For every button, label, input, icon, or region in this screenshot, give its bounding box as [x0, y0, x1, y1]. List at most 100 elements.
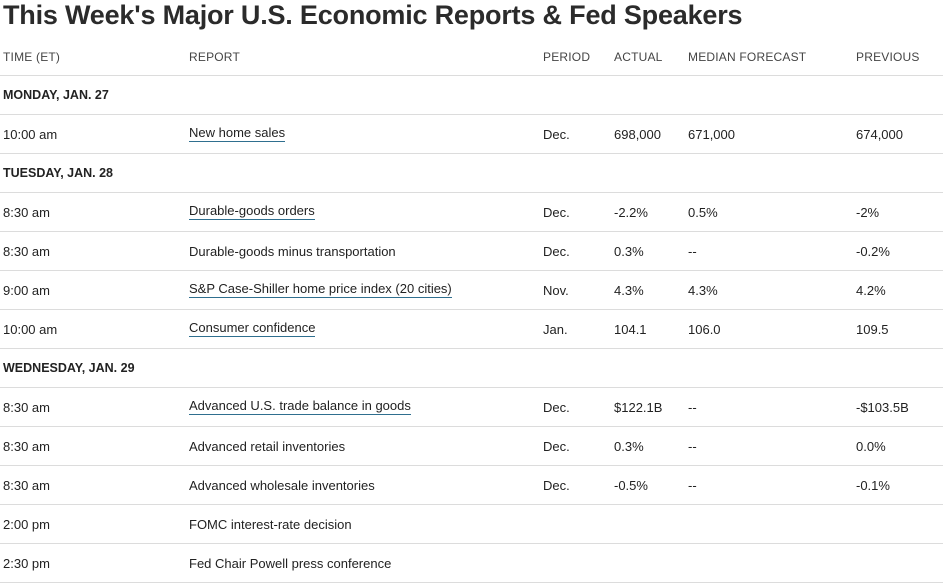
time-cell: 2:30 pm — [3, 544, 50, 582]
table-row: 8:30 am Durable-goods minus transportatio… — [0, 232, 943, 271]
day-label: WEDNESDAY, JAN. 29 — [3, 361, 135, 375]
previous-cell: -0.2% — [856, 232, 890, 270]
table-row: 8:30 am Advanced retail inventories Dec. 0.… — [0, 427, 943, 466]
previous-cell: 4.2% — [856, 271, 886, 309]
report-cell[interactable]: S&P Case-Shiller home price index (20 ci… — [189, 271, 452, 309]
report-cell-text: FOMC interest-rate decision — [189, 516, 352, 532]
table-row: 8:30 am Durable-goods orders Dec. -2.2% 0.5%… — [0, 193, 943, 232]
time-cell-text: 8:30 am — [3, 204, 50, 220]
period-cell: Nov. — [543, 271, 569, 309]
report-link[interactable]: Consumer confidence — [189, 320, 316, 337]
actual-cell-text: 0.3% — [614, 438, 644, 454]
report-cell: Advanced retail inventories — [189, 427, 345, 465]
time-cell: 2:00 pm — [3, 505, 50, 543]
actual-cell-text: 104.1 — [614, 321, 647, 337]
time-cell-text: 9:00 am — [3, 282, 50, 298]
report-cell[interactable]: New home sales — [189, 115, 286, 153]
table-row: 8:30 am Advanced wholesale inventories Dec… — [0, 466, 943, 505]
period-cell-text: Nov. — [543, 282, 569, 298]
table-row: 8:30 am Advanced U.S. trade balance in go… — [0, 388, 943, 427]
actual-cell: 0.3% — [614, 427, 644, 465]
time-cell: 10:00 am — [3, 115, 57, 153]
day-header-row: WEDNESDAY, JAN. 29 — [0, 349, 943, 388]
column-header-period: PERIOD — [543, 50, 591, 64]
previous-cell-text: 0.0% — [856, 438, 886, 454]
time-cell: 9:00 am — [3, 271, 50, 309]
table-header-row: TIME (ET) REPORT PERIOD ACTUAL MEDIAN FO… — [0, 39, 943, 76]
previous-cell: 0.0% — [856, 427, 886, 465]
median-forecast-cell-text: 106.0 — [688, 321, 721, 337]
period-cell-text: Dec. — [543, 399, 570, 415]
previous-cell: 674,000 — [856, 115, 903, 153]
actual-cell-text: 4.3% — [614, 282, 644, 298]
table-row: 2:30 pm Fed Chair Powell press conference — [0, 544, 943, 583]
time-cell: 8:30 am — [3, 427, 50, 465]
period-cell: Dec. — [543, 115, 570, 153]
period-cell: Jan. — [543, 310, 568, 348]
period-cell-text: Dec. — [543, 126, 570, 142]
previous-cell: 109.5 — [856, 310, 889, 348]
median-forecast-cell-text: 4.3% — [688, 282, 718, 298]
previous-cell-text: 109.5 — [856, 321, 889, 337]
period-cell: Dec. — [543, 427, 570, 465]
previous-cell-text: -$103.5B — [856, 399, 909, 415]
median-forecast-cell-text: -- — [688, 477, 697, 493]
previous-cell: -0.1% — [856, 466, 890, 504]
median-forecast-cell-text: 671,000 — [688, 126, 735, 142]
report-link[interactable]: Durable-goods orders — [189, 203, 315, 220]
actual-cell-text: $122.1B — [614, 399, 663, 415]
report-cell-text: Advanced retail inventories — [189, 438, 346, 454]
time-cell-text: 2:30 pm — [3, 555, 50, 571]
period-cell-text: Dec. — [543, 243, 570, 259]
report-cell: FOMC interest-rate decision — [189, 505, 352, 543]
day-header-row: TUESDAY, JAN. 28 — [0, 154, 943, 193]
column-header-report: REPORT — [189, 50, 240, 64]
median-forecast-cell: -- — [688, 427, 697, 465]
previous-cell: -2% — [856, 193, 879, 231]
report-cell[interactable]: Advanced U.S. trade balance in goods — [189, 388, 411, 426]
actual-cell-text: 0.3% — [614, 243, 644, 259]
table-row: 10:00 am New home sales Dec. 698,000 671,000… — [0, 115, 943, 154]
period-cell: Dec. — [543, 388, 570, 426]
median-forecast-cell: 106.0 — [688, 310, 721, 348]
actual-cell-text: -2.2% — [614, 204, 648, 220]
actual-cell: 104.1 — [614, 310, 647, 348]
period-cell: Dec. — [543, 466, 570, 504]
previous-cell-text: 4.2% — [856, 282, 886, 298]
report-link[interactable]: S&P Case-Shiller home price index (20 ci… — [189, 281, 452, 298]
time-cell: 8:30 am — [3, 232, 50, 270]
day-header-row: MONDAY, JAN. 27 — [0, 76, 943, 115]
period-cell-text: Dec. — [543, 438, 570, 454]
period-cell-text: Jan. — [543, 321, 568, 337]
median-forecast-cell: 671,000 — [688, 115, 735, 153]
report-cell[interactable]: Consumer confidence — [189, 310, 316, 348]
time-cell-text: 8:30 am — [3, 477, 50, 493]
actual-cell: -0.5% — [614, 466, 648, 504]
period-cell-text: Dec. — [543, 477, 570, 493]
report-link[interactable]: New home sales — [189, 125, 286, 142]
report-cell: Durable-goods minus transportation — [189, 232, 396, 270]
economic-calendar-table: TIME (ET) REPORT PERIOD ACTUAL MEDIAN FO… — [0, 39, 946, 583]
time-cell: 8:30 am — [3, 193, 50, 231]
time-cell-text: 8:30 am — [3, 399, 50, 415]
median-forecast-cell-text: 0.5% — [688, 204, 718, 220]
median-forecast-cell: 4.3% — [688, 271, 718, 309]
period-cell: Dec. — [543, 232, 570, 270]
table-row: 10:00 am Consumer confidence Jan. 104.1 106.… — [0, 310, 943, 349]
actual-cell-text: 698,000 — [614, 126, 661, 142]
actual-cell: 0.3% — [614, 232, 644, 270]
actual-cell-text: -0.5% — [614, 477, 648, 493]
report-cell[interactable]: Durable-goods orders — [189, 193, 315, 231]
previous-cell-text: 674,000 — [856, 126, 903, 142]
report-cell: Advanced wholesale inventories — [189, 466, 375, 504]
time-cell-text: 10:00 am — [3, 321, 58, 337]
table-body: MONDAY, JAN. 27 10:00 am New home sales Dec… — [0, 76, 946, 583]
median-forecast-cell-text: -- — [688, 399, 697, 415]
period-cell: Dec. — [543, 193, 570, 231]
median-forecast-cell: -- — [688, 466, 697, 504]
table-row: 9:00 am S&P Case-Shiller home price index… — [0, 271, 943, 310]
day-label: MONDAY, JAN. 27 — [3, 88, 109, 102]
column-header-previous: PREVIOUS — [856, 50, 920, 64]
column-header-actual: ACTUAL — [614, 50, 663, 64]
report-link[interactable]: Advanced U.S. trade balance in goods — [189, 398, 411, 415]
